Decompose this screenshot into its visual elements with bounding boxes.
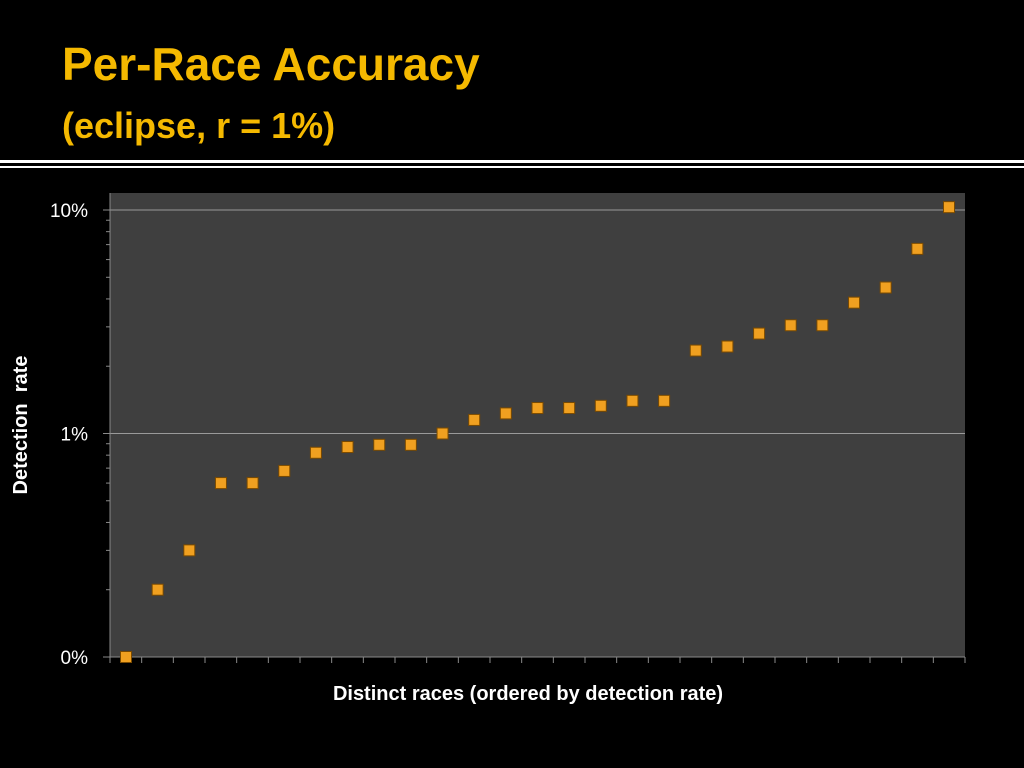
slide-title: Per-Race Accuracy xyxy=(62,38,480,90)
data-point xyxy=(341,441,354,454)
x-axis-title: Distinct races (ordered by detection rat… xyxy=(333,683,723,705)
data-point xyxy=(563,402,576,415)
data-point xyxy=(214,477,227,490)
data-point xyxy=(373,438,386,451)
data-point xyxy=(531,402,544,415)
y-axis-title: Detection rate xyxy=(10,356,32,495)
data-point xyxy=(278,464,291,477)
y-tick-label: 1% xyxy=(61,425,89,446)
data-point xyxy=(468,413,481,426)
data-point xyxy=(594,399,607,412)
data-point xyxy=(183,544,196,557)
plot-area xyxy=(110,193,965,657)
data-point xyxy=(626,394,639,407)
data-point xyxy=(309,446,322,459)
data-point xyxy=(658,394,671,407)
title-divider-bottom xyxy=(0,166,1024,168)
data-point xyxy=(848,296,861,309)
data-point xyxy=(721,340,734,353)
data-point xyxy=(436,427,449,440)
gridlines xyxy=(110,209,965,434)
y-tick-label: 0% xyxy=(61,648,89,669)
data-point xyxy=(151,583,164,596)
data-point xyxy=(120,651,132,663)
data-point xyxy=(816,319,829,332)
slide-subtitle: (eclipse, r = 1%) xyxy=(62,105,336,146)
data-point xyxy=(246,477,259,490)
data-point xyxy=(911,242,924,255)
data-point xyxy=(879,281,892,294)
y-tick-label: 10% xyxy=(50,201,88,222)
axes xyxy=(103,193,966,663)
data-point xyxy=(689,344,702,357)
data-point xyxy=(943,201,955,214)
data-point xyxy=(784,319,797,332)
data-point xyxy=(404,438,417,451)
title-divider-top xyxy=(0,160,1024,163)
tick-labels: 0% 1% 10% xyxy=(50,201,88,669)
data-point xyxy=(499,407,512,420)
data-points xyxy=(120,201,955,663)
data-point xyxy=(753,327,766,340)
